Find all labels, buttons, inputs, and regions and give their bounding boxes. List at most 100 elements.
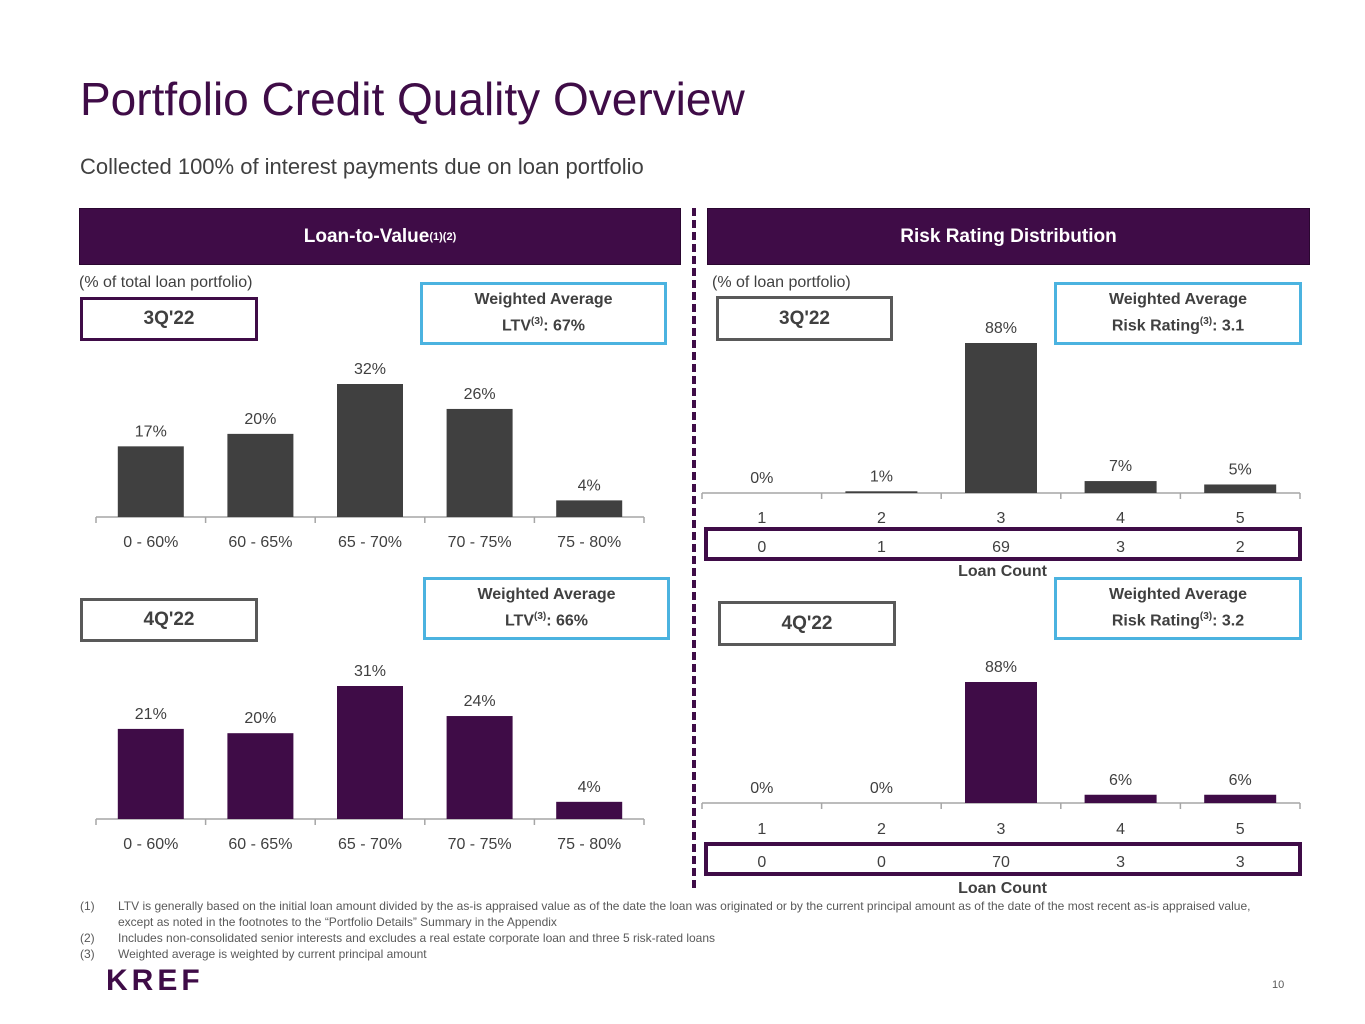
tick-label: 1 — [757, 821, 766, 838]
bar — [117, 728, 184, 819]
data-label: 20% — [244, 411, 276, 428]
bar — [965, 682, 1037, 803]
data-label: 0% — [750, 780, 773, 797]
tick-label: 4 — [1116, 510, 1125, 527]
footnotes: (1) LTV is generally based on the initial… — [80, 898, 1280, 962]
bar — [227, 433, 294, 517]
bar — [337, 384, 403, 517]
bar — [845, 491, 918, 493]
ltv-4q-period-label: 4Q'22 — [80, 598, 258, 642]
bar — [1204, 484, 1277, 493]
ltv-section-header: Loan-to-Value (1)(2) — [79, 208, 681, 265]
tick-label: 65 - 70% — [338, 534, 402, 551]
tick-label: 3 — [997, 821, 1006, 838]
data-label: 4% — [578, 477, 601, 494]
section-divider — [692, 208, 696, 888]
ltv-header-label: Loan-to-Value — [303, 225, 430, 247]
kref-logo: KREF — [106, 964, 204, 997]
tick-label: 0 - 60% — [123, 836, 178, 853]
wa-footnote-ref: (3) — [1199, 611, 1213, 623]
wa-value: : 3.2 — [1212, 612, 1245, 630]
loan-count-value: 70 — [992, 854, 1010, 871]
rr-3q-weighted-average: Weighted Average Risk Rating(3): 3.1 — [1054, 282, 1302, 345]
wa-value: : 67% — [543, 317, 586, 335]
loan-count-value: 3 — [1236, 854, 1245, 871]
data-label: 17% — [135, 423, 167, 440]
page-subtitle: Collected 100% of interest payments due … — [80, 154, 644, 179]
footnote-text: Includes non-consolidated senior interes… — [118, 931, 716, 945]
tick-label: 2 — [877, 510, 886, 527]
wa-value-line: LTV(3): 67% — [423, 311, 664, 337]
footnote-text: Weighted average is weighted by current … — [118, 947, 427, 961]
loan-count-value: 1 — [877, 539, 886, 556]
tick-label: 0 - 60% — [123, 534, 178, 551]
rr-4q-loan-count-label: Loan Count — [958, 880, 1047, 897]
bar — [446, 408, 513, 517]
data-label: 32% — [354, 361, 386, 378]
ltv-header-footnote-ref: (1)(2) — [429, 230, 457, 243]
bar — [965, 343, 1037, 493]
wa-prefix: LTV — [504, 612, 534, 630]
loan-count-value: 2 — [1236, 539, 1245, 556]
tick-label: 75 - 80% — [557, 534, 621, 551]
tick-label: 65 - 70% — [338, 836, 402, 853]
wa-value-line: Risk Rating(3): 3.1 — [1057, 311, 1299, 337]
tick-label: 5 — [1236, 510, 1245, 527]
tick-label: 3 — [997, 510, 1006, 527]
bar — [556, 801, 623, 819]
data-label: 6% — [1109, 772, 1132, 789]
rr-3q-loan-count-label: Loan Count — [958, 563, 1047, 580]
data-label: 7% — [1109, 458, 1132, 475]
bar — [1084, 794, 1157, 803]
data-label: 24% — [464, 693, 496, 710]
loan-count-value: 0 — [877, 854, 886, 871]
wa-footnote-ref: (3) — [531, 316, 544, 328]
rr-4q-weighted-average: Weighted Average Risk Rating(3): 3.2 — [1054, 577, 1302, 640]
footnote-number: (1) — [80, 899, 95, 913]
wa-label: Weighted Average — [1108, 586, 1248, 604]
risk-rating-section-header: Risk Rating Distribution — [707, 208, 1310, 265]
data-label: 88% — [985, 659, 1017, 676]
data-label: 4% — [578, 779, 601, 796]
bar — [227, 733, 294, 819]
wa-prefix: LTV — [501, 317, 531, 335]
footnote-2: (2) Includes non-consolidated senior inte… — [80, 930, 1280, 946]
bar — [117, 446, 184, 517]
data-label: 26% — [464, 386, 496, 403]
tick-label: 60 - 65% — [228, 534, 292, 551]
tick-label: 1 — [757, 510, 766, 527]
loan-count-value: 0 — [757, 854, 766, 871]
tick-label: 5 — [1236, 821, 1245, 838]
rr-3q-loan-count-box — [704, 527, 1302, 561]
ltv-note: (% of total loan portfolio) — [79, 274, 253, 291]
bar — [1204, 794, 1277, 803]
wa-label: Weighted Average — [1108, 291, 1248, 309]
tick-label: 4 — [1116, 821, 1125, 838]
rr-4q-loan-count-box — [704, 842, 1302, 876]
page-title: Portfolio Credit Quality Overview — [80, 73, 745, 125]
loan-count-value: 3 — [1116, 539, 1125, 556]
tick-label: 70 - 75% — [448, 534, 512, 551]
tick-label: 75 - 80% — [557, 836, 621, 853]
risk-rating-header-label: Risk Rating Distribution — [900, 225, 1117, 247]
wa-footnote-ref: (3) — [1199, 316, 1213, 328]
risk-rating-note: (% of loan portfolio) — [712, 274, 851, 291]
wa-prefix: Risk Rating — [1111, 612, 1200, 630]
data-label: 0% — [750, 470, 773, 487]
tick-label: 70 - 75% — [448, 836, 512, 853]
tick-label: 2 — [877, 821, 886, 838]
data-label: 21% — [135, 706, 167, 723]
rr-3q-period-label: 3Q'22 — [716, 296, 893, 341]
footnote-text: LTV is generally based on the initial lo… — [118, 899, 1251, 929]
data-label: 31% — [354, 663, 386, 680]
page-number: 10 — [1272, 979, 1285, 991]
bar — [446, 716, 513, 819]
wa-prefix: Risk Rating — [1111, 317, 1200, 335]
wa-value-line: Risk Rating(3): 3.2 — [1057, 606, 1299, 632]
wa-footnote-ref: (3) — [534, 611, 547, 623]
data-label: 0% — [870, 780, 893, 797]
rr-4q-period-label: 4Q'22 — [718, 601, 896, 646]
footnote-3: (3) Weighted average is weighted by curre… — [80, 946, 1280, 962]
